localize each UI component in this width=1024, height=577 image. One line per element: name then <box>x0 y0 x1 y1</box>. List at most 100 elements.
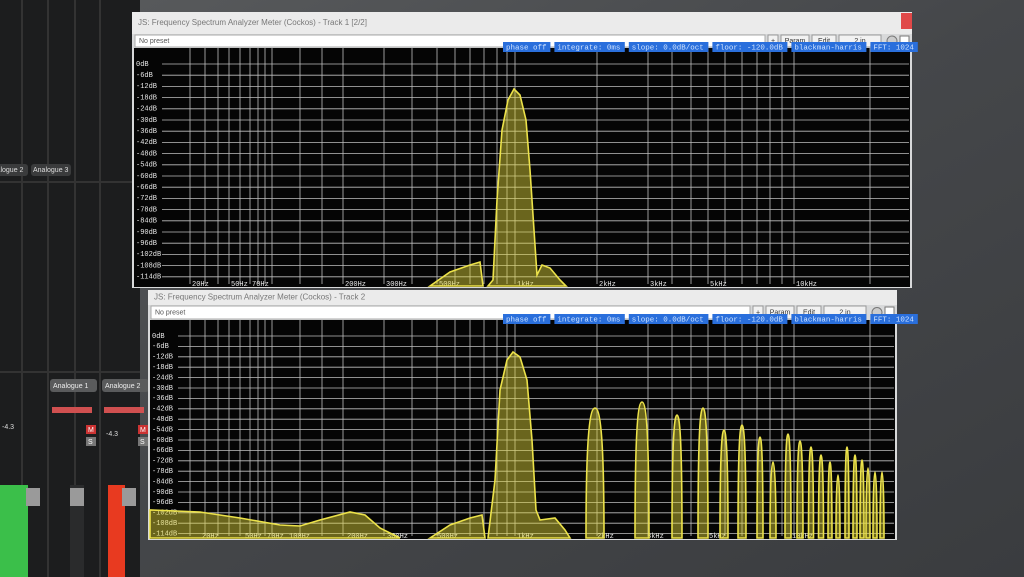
db-label: -6dB <box>152 343 169 351</box>
freq-label: 1kHz <box>517 533 534 541</box>
title-bar <box>148 290 897 305</box>
plot-area <box>134 48 910 287</box>
solo-btn[interactable] <box>138 437 148 446</box>
freq-label: 50Hz <box>231 281 248 289</box>
toolbar-btn-label: Param <box>785 38 806 45</box>
title-bar <box>132 12 912 34</box>
db-label: -84dB <box>136 218 157 226</box>
db-label: -6dB <box>136 72 153 80</box>
harmonic-peak <box>835 474 841 539</box>
status-box <box>870 42 918 52</box>
harmonic-peak <box>852 454 858 539</box>
solo-btn[interactable] <box>86 437 96 446</box>
db-label: -30dB <box>136 117 157 125</box>
db-label: -60dB <box>152 437 173 445</box>
solo-label: S <box>140 439 145 446</box>
status-box <box>791 314 867 324</box>
mute-label: M <box>88 427 94 434</box>
harmonic-peak <box>865 467 871 539</box>
toolbar-btn-label: 2 in <box>839 309 850 316</box>
db-label: -72dB <box>152 458 173 466</box>
spectrum-curve <box>149 509 401 539</box>
harmonic-peak <box>844 446 850 539</box>
db-label: -48dB <box>152 416 173 424</box>
window-title: JS: Frequency Spectrum Analyzer Meter (C… <box>138 18 367 27</box>
status-label: integrate: 0ms <box>557 316 620 324</box>
close-btn[interactable] <box>901 13 912 29</box>
strip-name-box <box>102 379 149 392</box>
db-label: -18dB <box>136 94 157 102</box>
status-label: slope: 0.0dB/oct <box>632 316 704 324</box>
freq-label: 3kHz <box>650 281 667 289</box>
db-label: -72dB <box>136 195 157 203</box>
harmonic-peak <box>859 459 865 539</box>
harmonic-peak <box>671 414 683 539</box>
spectrum-curve <box>486 87 568 287</box>
harmonic-peak <box>807 446 815 539</box>
track-label: Analogue 3 <box>33 167 69 174</box>
harmonic-peak <box>756 436 764 539</box>
db-label: -24dB <box>136 106 157 114</box>
db-label: -90dB <box>136 229 157 237</box>
harmonic-peak <box>769 461 777 539</box>
freq-label: 500Hz <box>439 281 460 289</box>
status-box <box>554 314 625 324</box>
fader-track <box>70 485 84 577</box>
status-box <box>503 314 551 324</box>
strip-fx-bar <box>52 407 92 413</box>
harmonic-peak <box>737 424 747 539</box>
harmonic-peak <box>784 433 792 539</box>
db-label: -54dB <box>152 426 173 434</box>
toolbar-btn-label: Edit <box>818 38 830 45</box>
db-label: -102dB <box>136 251 161 259</box>
spectrum-curve <box>427 514 486 539</box>
freq-label: 50Hz <box>245 533 262 541</box>
db-label: -102dB <box>152 510 177 518</box>
harmonic-peak <box>879 471 885 539</box>
harmonic-peak <box>719 429 729 539</box>
db-label: -60dB <box>136 173 157 181</box>
status-label: floor: -120.0dB <box>715 44 783 52</box>
fader[interactable] <box>26 488 40 506</box>
status-box <box>712 314 788 324</box>
status-box <box>791 42 867 52</box>
toolbar-btn-label: 2 in <box>854 38 865 45</box>
spectrum-curve <box>487 350 572 539</box>
solo-label: S <box>88 439 93 446</box>
status-label: blackman-harris <box>794 44 862 52</box>
db-label: -12dB <box>152 354 173 362</box>
strip-name: Analogue 2 <box>105 383 141 390</box>
toolbar-btn-label: Param <box>770 309 791 316</box>
meter-green <box>0 485 28 577</box>
status-label: floor: -120.0dB <box>715 316 783 324</box>
strip-level: -4.3 <box>106 431 118 438</box>
analyzer-window: JS: Frequency Spectrum Analyzer Meter (C… <box>132 12 918 289</box>
status-box <box>712 42 788 52</box>
window-title: JS: Frequency Spectrum Analyzer Meter (C… <box>154 293 366 302</box>
db-label: -96dB <box>152 499 173 507</box>
fader[interactable] <box>122 488 136 506</box>
db-label: -24dB <box>152 374 173 382</box>
status-label: phase off <box>506 44 547 52</box>
preset-label: No preset <box>155 309 185 316</box>
db-label: -114dB <box>136 274 161 282</box>
harmonic-peak <box>817 454 825 539</box>
strip-name: Analogue 1 <box>53 383 89 390</box>
fader[interactable] <box>70 488 84 506</box>
harmonic-peak <box>796 440 804 539</box>
db-label: -66dB <box>136 184 157 192</box>
db-label: -108dB <box>136 262 161 270</box>
db-label: -54dB <box>136 162 157 170</box>
spectrum-curve <box>427 260 484 287</box>
status-label: FFT: 1024 <box>873 44 914 52</box>
db-label: -48dB <box>136 150 157 158</box>
freq-label: 200Hz <box>347 533 368 541</box>
mute-btn[interactable] <box>86 425 96 434</box>
mute-btn[interactable] <box>138 425 148 434</box>
track-label-box <box>0 164 28 176</box>
harmonic-peak <box>634 401 650 539</box>
freq-label: 300Hz <box>386 281 407 289</box>
toolbar-btn-label: Edit <box>803 309 815 316</box>
